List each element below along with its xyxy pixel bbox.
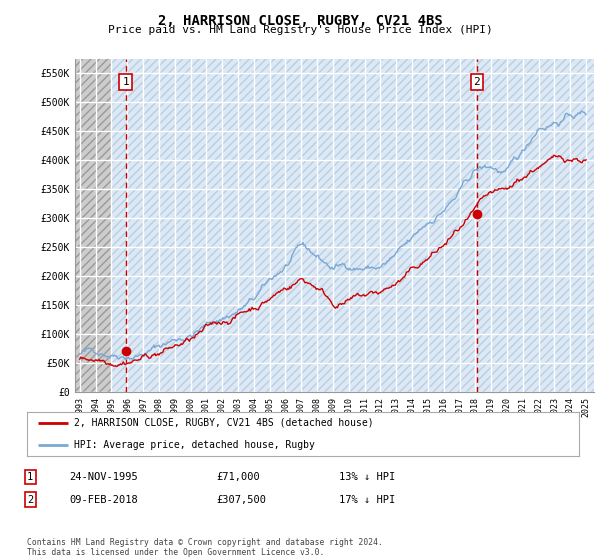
Text: 2, HARRISON CLOSE, RUGBY, CV21 4BS: 2, HARRISON CLOSE, RUGBY, CV21 4BS [158, 14, 442, 28]
Text: 2: 2 [473, 77, 480, 87]
Text: 2, HARRISON CLOSE, RUGBY, CV21 4BS (detached house): 2, HARRISON CLOSE, RUGBY, CV21 4BS (deta… [74, 418, 374, 428]
Text: Contains HM Land Registry data © Crown copyright and database right 2024.
This d: Contains HM Land Registry data © Crown c… [27, 538, 383, 557]
Text: Price paid vs. HM Land Registry's House Price Index (HPI): Price paid vs. HM Land Registry's House … [107, 25, 493, 35]
Text: £71,000: £71,000 [216, 472, 260, 482]
Text: 2: 2 [27, 494, 33, 505]
Text: 24-NOV-1995: 24-NOV-1995 [69, 472, 138, 482]
Text: 1: 1 [122, 77, 129, 87]
Text: £307,500: £307,500 [216, 494, 266, 505]
Text: 17% ↓ HPI: 17% ↓ HPI [339, 494, 395, 505]
Text: 09-FEB-2018: 09-FEB-2018 [69, 494, 138, 505]
Text: 13% ↓ HPI: 13% ↓ HPI [339, 472, 395, 482]
Text: 1: 1 [27, 472, 33, 482]
Bar [75, 59, 112, 392]
Text: HPI: Average price, detached house, Rugby: HPI: Average price, detached house, Rugb… [74, 440, 315, 450]
